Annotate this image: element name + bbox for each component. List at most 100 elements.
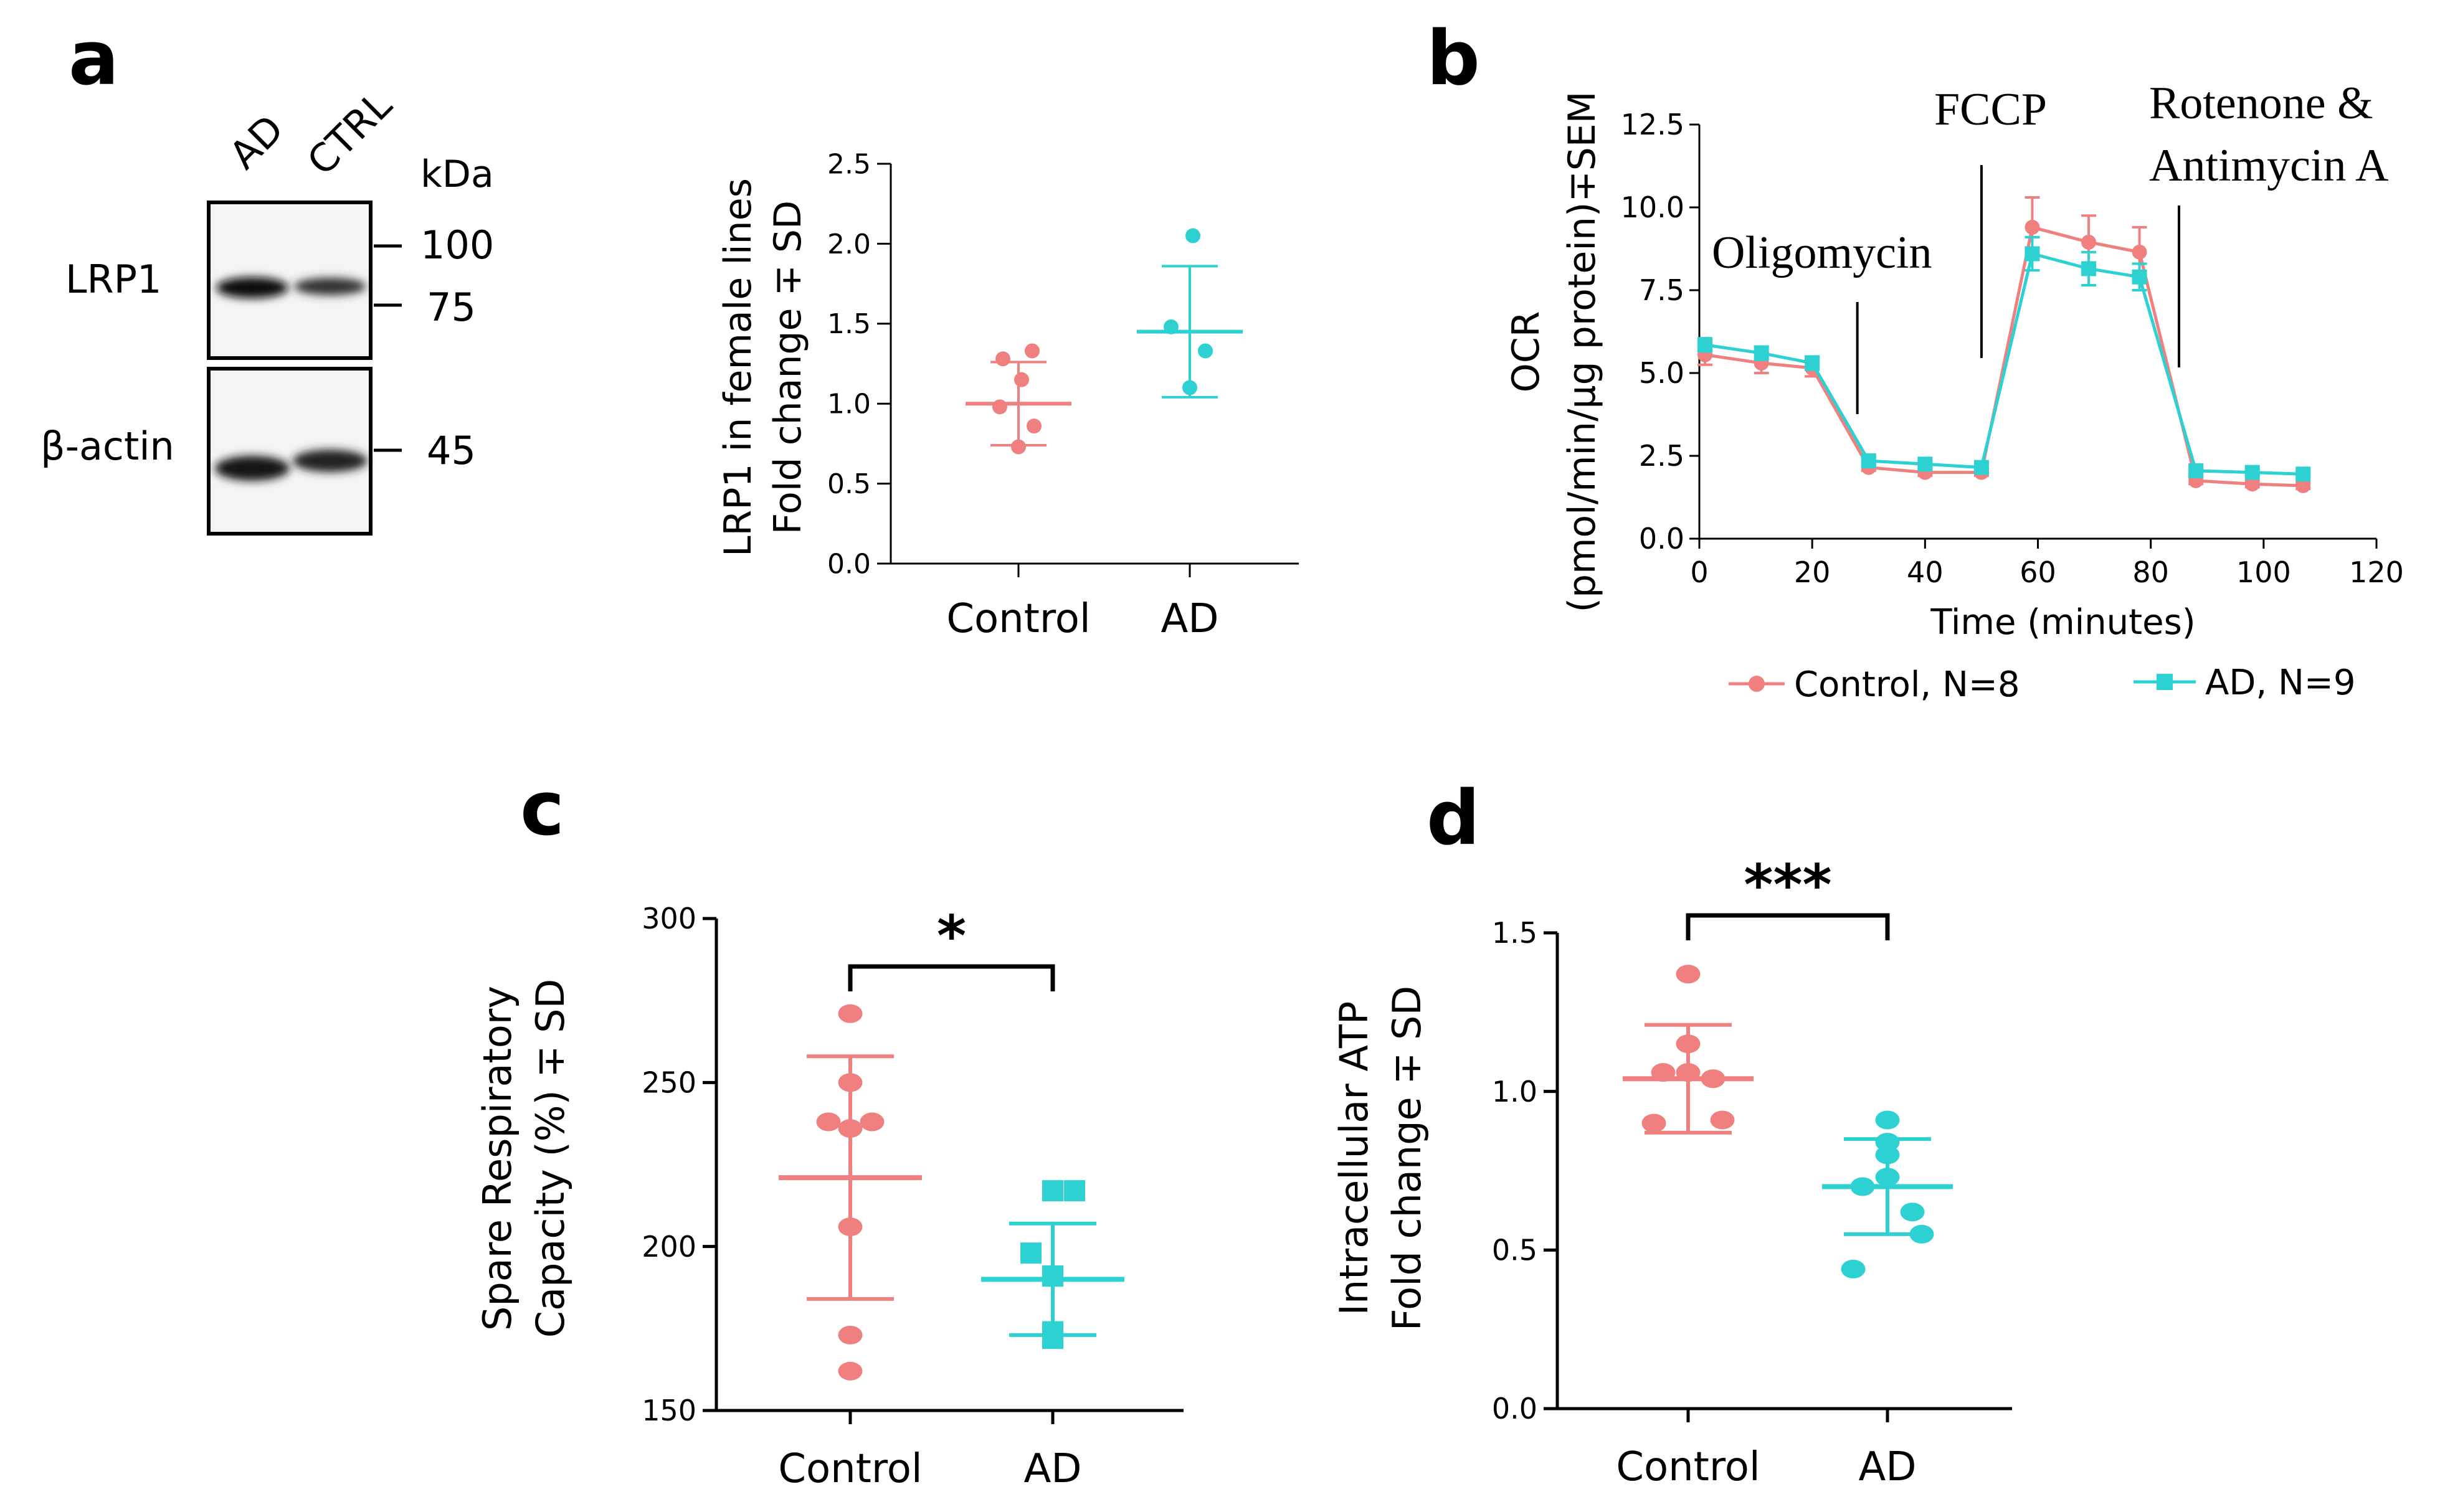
chart-b-point-ad — [1861, 453, 1876, 468]
chart-d: Intracellular ATP Fold change ∓ SD 0.0 0.… — [1331, 853, 2012, 1490]
legend-ad: AD, N=9 — [2205, 663, 2355, 703]
chart-a-point — [1014, 372, 1029, 387]
chart-d-point — [1875, 1110, 1900, 1130]
injection-label-rotenone-2: Antimycin A — [2149, 140, 2388, 191]
chart-c-ytick-label: 300 — [642, 902, 696, 935]
chart-a-point — [1182, 380, 1197, 395]
chart-c-ytick-label: 200 — [642, 1230, 696, 1264]
chart-a: LRP1 in female lines Fold change ∓ SD 0.… — [716, 148, 1299, 642]
chart-c: Spare Respiratory Capacity (%) ∓ SD 150 2… — [475, 902, 1184, 1492]
chart-c-point — [860, 1112, 885, 1132]
chart-c-ylabel-1: Spare Respiratory — [475, 986, 520, 1331]
panel-label-a: a — [69, 16, 119, 102]
marker-100: 100 — [420, 222, 494, 268]
injection-label-fccp: FCCP — [1934, 84, 2047, 135]
chart-d-point — [1909, 1224, 1934, 1244]
chart-a-point — [1198, 343, 1213, 359]
chart-d-point — [1701, 1069, 1726, 1089]
chart-c-point — [838, 1004, 863, 1023]
chart-d-category-label: Control — [1616, 1444, 1760, 1490]
chart-b-point-ad — [1697, 337, 1713, 352]
chart-d-ytick-label: 1.0 — [1492, 1075, 1537, 1108]
panel-label-b: b — [1426, 16, 1480, 102]
band-lrp1-ctrl — [294, 278, 366, 295]
chart-b-point-control — [2081, 234, 2097, 250]
band-label-actin: β-actin — [40, 423, 174, 469]
chart-d-point — [1900, 1203, 1925, 1222]
legend-ad-marker — [2157, 674, 2173, 690]
lane-label-ctrl: CTRL — [298, 82, 401, 184]
chart-a-point — [1185, 228, 1200, 243]
chart-d-ylabel-2: Fold change ∓ SD — [1384, 986, 1430, 1331]
chart-d-ytick-label: 1.5 — [1492, 916, 1537, 950]
chart-d-point — [1651, 1063, 1676, 1082]
chart-a-ytick-label: 2.5 — [827, 148, 871, 180]
chart-b-point-ad — [1917, 456, 1933, 472]
chart-d-point — [1710, 1110, 1735, 1130]
chart-c-point — [816, 1112, 841, 1132]
chart-b-point-ad — [2025, 246, 2040, 262]
chart-a-ytick-label: 1.5 — [827, 308, 871, 340]
chart-b-point-ad — [2188, 463, 2204, 478]
chart-b-xtick-label: 0 — [1690, 555, 1708, 589]
chart-c-point — [838, 1361, 863, 1381]
chart-a-point — [1011, 439, 1026, 455]
chart-b-series-line-control — [1704, 225, 2304, 488]
chart-a-point — [995, 351, 1010, 367]
legend-control-marker — [1749, 676, 1765, 692]
chart-b-point-control — [2132, 244, 2147, 260]
band-actin-ctrl — [293, 450, 368, 472]
chart-b-point-ad — [1805, 356, 1820, 371]
chart-b-xtick-label: 60 — [2020, 555, 2056, 589]
chart-a-point — [992, 399, 1007, 415]
band-lrp1-ad — [216, 277, 288, 298]
marker-75: 75 — [427, 285, 476, 330]
chart-d-point — [1676, 965, 1701, 984]
chart-d-ytick-label: 0.5 — [1492, 1233, 1537, 1267]
chart-b-ytick-label: 10.0 — [1621, 191, 1684, 224]
chart-b-ylabel-1: OCR — [1504, 311, 1548, 393]
panel-label-d: d — [1426, 775, 1480, 862]
chart-c-point — [1042, 1321, 1063, 1343]
chart-c-significance-bracket — [848, 964, 1055, 991]
chart-b: OCR (pmol/min/µg protein)∓SEM Time (minu… — [1504, 78, 2404, 705]
chart-b-point-control — [2295, 478, 2311, 493]
chart-c-ylabel-2: Capacity (%) ∓ SD — [528, 979, 573, 1338]
chart-d-ytick-label: 0.0 — [1492, 1392, 1537, 1425]
chart-c-category-label: AD — [1023, 1446, 1081, 1492]
chart-c-ytick-label: 150 — [642, 1394, 696, 1427]
chart-b-point-ad — [2295, 466, 2311, 482]
chart-a-ylabel-1: LRP1 in female lines — [716, 178, 760, 557]
chart-d-point — [1641, 1113, 1666, 1133]
chart-a-ytick-label: 0.0 — [827, 548, 871, 580]
chart-d-category-label: AD — [1858, 1444, 1916, 1490]
chart-b-xtick-label: 120 — [2349, 555, 2404, 589]
injection-label-rotenone-1: Rotenone & — [2149, 78, 2373, 129]
chart-c-point — [838, 1217, 863, 1237]
chart-b-xtick-label: 80 — [2132, 555, 2169, 589]
chart-a-ytick-label: 2.0 — [827, 229, 871, 260]
chart-c-ytick-label: 250 — [642, 1065, 696, 1099]
chart-d-point — [1676, 1063, 1701, 1082]
chart-b-series-line-ad — [1704, 252, 2304, 476]
chart-a-category-label: Control — [946, 596, 1090, 642]
chart-a-ytick-label: 0.5 — [827, 468, 871, 500]
chart-d-significance-stars: *** — [1744, 853, 1831, 918]
chart-a-category-label: AD — [1161, 596, 1218, 642]
chart-b-point-ad — [2132, 269, 2147, 285]
chart-b-point-ad — [2081, 261, 2097, 276]
chart-a-point — [1025, 343, 1040, 359]
chart-c-point — [838, 1325, 863, 1344]
kda-label: kDa — [420, 153, 494, 196]
chart-c-point — [1042, 1265, 1063, 1287]
chart-b-ytick-label: 2.5 — [1639, 439, 1684, 473]
chart-b-ylabel-2: (pmol/min/µg protein)∓SEM — [1560, 92, 1604, 613]
chart-b-point-ad — [2244, 465, 2260, 480]
chart-c-point — [1020, 1242, 1042, 1264]
chart-d-point — [1676, 1034, 1701, 1054]
western-blot: AD CTRL kDa LRP1 β-actin 100 75 45 — [40, 82, 494, 536]
chart-a-ytick-label: 1.0 — [827, 389, 871, 420]
chart-b-ytick-label: 5.0 — [1639, 356, 1684, 390]
chart-d-point — [1850, 1177, 1875, 1196]
